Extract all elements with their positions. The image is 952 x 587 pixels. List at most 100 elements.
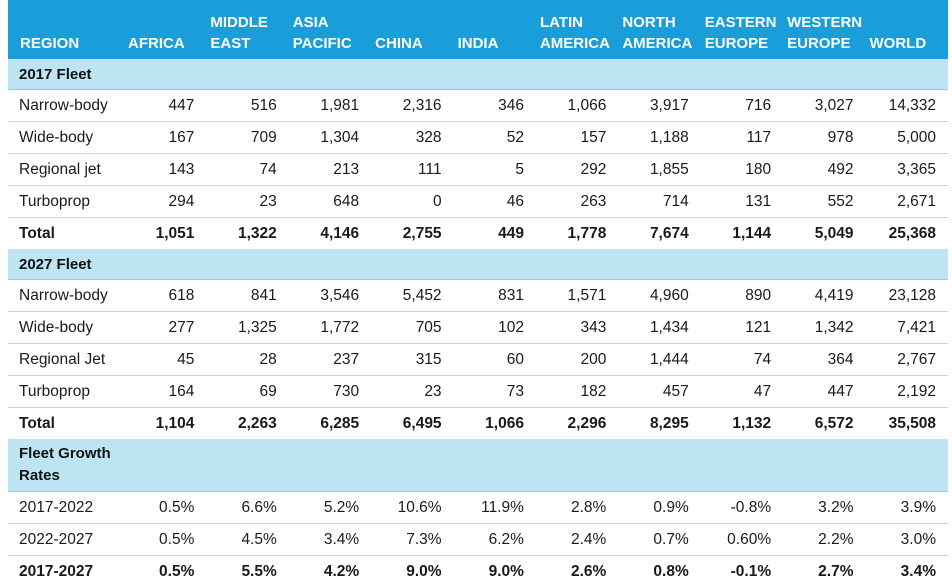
table-cell: 364 xyxy=(783,344,865,376)
table-cell: 1,855 xyxy=(618,154,700,186)
column-header: INDIA xyxy=(454,0,536,59)
column-header-label: INDIA xyxy=(458,33,532,54)
column-header-label: EAST xyxy=(210,33,284,54)
table-cell: 1,188 xyxy=(618,122,700,154)
table-cell: 6,495 xyxy=(371,408,453,440)
table-cell: 4,146 xyxy=(289,218,371,250)
table-cell: 4,960 xyxy=(618,280,700,312)
table-cell: 3.0% xyxy=(866,524,948,556)
row-label: Turboprop xyxy=(8,186,124,218)
table-cell: 730 xyxy=(289,376,371,408)
column-header-label: MIDDLE xyxy=(210,12,284,33)
row-label: Regional Jet xyxy=(8,344,124,376)
table-cell: 11.9% xyxy=(454,492,536,524)
table-cell: 74 xyxy=(701,344,783,376)
table-cell: 1,132 xyxy=(701,408,783,440)
table-cell: 2,263 xyxy=(206,408,288,440)
table-cell: 35,508 xyxy=(866,408,948,440)
table-cell: 263 xyxy=(536,186,618,218)
table-cell: 648 xyxy=(289,186,371,218)
row-label: 2017-2022 xyxy=(8,492,124,524)
table-cell: 28 xyxy=(206,344,288,376)
row-label: Regional jet xyxy=(8,154,124,186)
table-cell: 552 xyxy=(783,186,865,218)
table-cell: 0.60% xyxy=(701,524,783,556)
table-cell: 3,546 xyxy=(289,280,371,312)
table-cell: 9.0% xyxy=(454,556,536,587)
table-cell: 143 xyxy=(124,154,206,186)
table-cell: 5 xyxy=(454,154,536,186)
table-cell: 3.4% xyxy=(289,524,371,556)
table-cell: 4.2% xyxy=(289,556,371,587)
column-header-label: AMERICA xyxy=(540,33,614,54)
table-cell: 1,144 xyxy=(701,218,783,250)
column-header-label: CHINA xyxy=(375,33,449,54)
table-cell: 2.7% xyxy=(783,556,865,587)
table-cell: 2.2% xyxy=(783,524,865,556)
row-label: Total xyxy=(8,218,124,250)
table-cell: 492 xyxy=(783,154,865,186)
table-cell: 5,452 xyxy=(371,280,453,312)
section-title-line: Rates xyxy=(19,465,948,487)
table-cell: 46 xyxy=(454,186,536,218)
column-header-label: EUROPE xyxy=(787,33,861,54)
table-cell: 315 xyxy=(371,344,453,376)
column-header-label: ASIA xyxy=(293,12,367,33)
table-cell: 121 xyxy=(701,312,783,344)
column-header: CHINA xyxy=(371,0,453,59)
column-header-label: AMERICA xyxy=(622,33,696,54)
table-cell: 2,671 xyxy=(866,186,948,218)
table-cell: 23,128 xyxy=(866,280,948,312)
table-cell: 2,755 xyxy=(371,218,453,250)
table-cell: 52 xyxy=(454,122,536,154)
table-cell: 164 xyxy=(124,376,206,408)
table-cell: 74 xyxy=(206,154,288,186)
table-cell: 8,295 xyxy=(618,408,700,440)
table-cell: 5.5% xyxy=(206,556,288,587)
table-cell: 45 xyxy=(124,344,206,376)
table-cell: 157 xyxy=(536,122,618,154)
table-cell: 7.3% xyxy=(371,524,453,556)
table-cell: 47 xyxy=(701,376,783,408)
table-cell: 200 xyxy=(536,344,618,376)
table-cell: 1,981 xyxy=(289,90,371,122)
table-cell: 618 xyxy=(124,280,206,312)
table-cell: 9.0% xyxy=(371,556,453,587)
table-cell: 1,778 xyxy=(536,218,618,250)
table-cell: 1,772 xyxy=(289,312,371,344)
table-cell: 709 xyxy=(206,122,288,154)
row-label: Turboprop xyxy=(8,376,124,408)
row-label: Wide-body xyxy=(8,122,124,154)
table-cell: 1,444 xyxy=(618,344,700,376)
table-cell: 60 xyxy=(454,344,536,376)
column-header-label: PACIFIC xyxy=(293,33,367,54)
table-cell: 167 xyxy=(124,122,206,154)
table-cell: 3.2% xyxy=(783,492,865,524)
table-cell: 714 xyxy=(618,186,700,218)
table-cell: 890 xyxy=(701,280,783,312)
table-cell: 0.8% xyxy=(618,556,700,587)
table-cell: 1,066 xyxy=(536,90,618,122)
table-cell: 294 xyxy=(124,186,206,218)
table-cell: 328 xyxy=(371,122,453,154)
table-cell: 1,066 xyxy=(454,408,536,440)
table-cell: 111 xyxy=(371,154,453,186)
table-cell: 0.5% xyxy=(124,492,206,524)
table-cell: 978 xyxy=(783,122,865,154)
table-cell: 4,419 xyxy=(783,280,865,312)
table-cell: 3,365 xyxy=(866,154,948,186)
table-cell: 3.9% xyxy=(866,492,948,524)
